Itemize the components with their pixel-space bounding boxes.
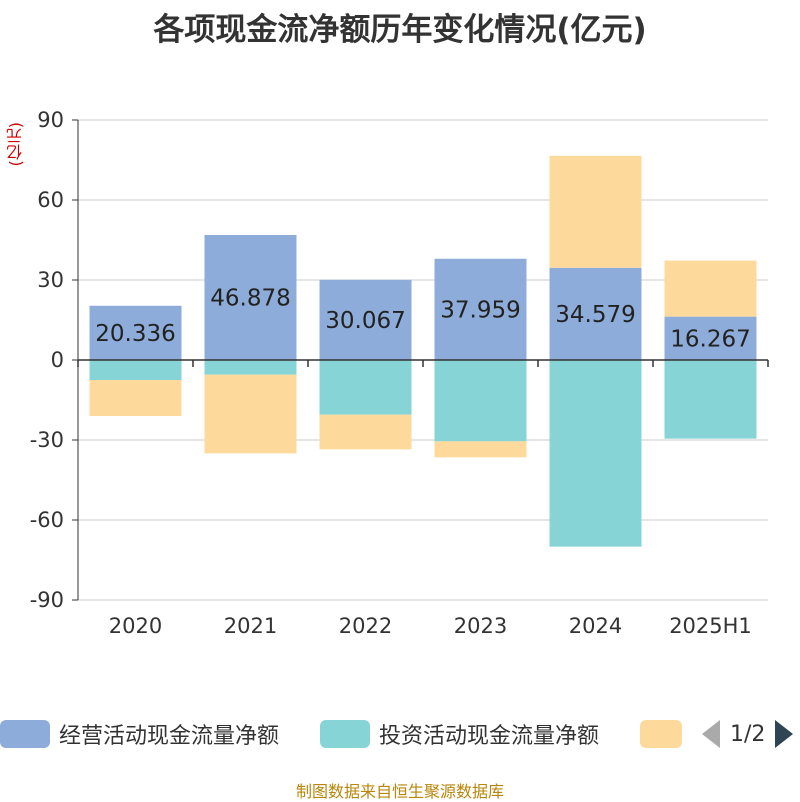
bar-2023-series-3[interactable] (434, 441, 527, 458)
legend-label-investing: 投资活动现金流量净额 (379, 724, 600, 749)
x-tick-label: 2022 (339, 614, 392, 638)
bar-2025H1-series-1[interactable] (664, 316, 757, 360)
bar-2022-series-1[interactable] (319, 279, 412, 360)
x-tick-label: 2025H1 (669, 614, 752, 638)
bar-2024-series-1[interactable] (549, 267, 642, 360)
legend-item-third-series[interactable] (640, 712, 682, 756)
data-label-2021: 46.878 (210, 285, 290, 311)
y-tick-label: 60 (37, 188, 64, 212)
legend-item-investing[interactable]: 投资活动现金流量净额 (320, 712, 599, 756)
bar-2020-series-2[interactable] (89, 360, 182, 380)
legend-prev-page-icon[interactable] (702, 720, 720, 748)
y-tick-label: -60 (30, 508, 64, 532)
data-label-2023: 37.959 (440, 297, 520, 323)
bar-2023-series-1[interactable] (434, 258, 527, 360)
legend-swatch-third-series (640, 720, 682, 748)
bar-2022-series-2[interactable] (319, 360, 412, 415)
y-tick-label: 30 (37, 268, 64, 292)
bar-2021-series-1[interactable] (204, 234, 297, 360)
x-tick-label: 2024 (569, 614, 622, 638)
bar-2021-series-3[interactable] (204, 374, 297, 454)
bar-2025H1-series-3[interactable] (664, 260, 757, 317)
bar-2020-series-1[interactable] (89, 305, 182, 360)
legend-item-operating[interactable]: 经营活动现金流量净额 (0, 712, 279, 756)
y-tick-label: 90 (37, 108, 64, 132)
chart-title: 各项现金流净额历年变化情况(亿元) (153, 12, 647, 48)
data-label-2020: 20.336 (95, 321, 175, 347)
data-label-2022: 30.067 (325, 308, 405, 334)
bar-2023-series-2[interactable] (434, 360, 527, 442)
y-tick-label: -90 (30, 588, 64, 612)
bar-2021-series-2[interactable] (204, 360, 297, 375)
bar-2024-series-3[interactable] (549, 155, 642, 268)
legend-page-indicator: 1/2 (730, 721, 766, 747)
y-tick-label: -30 (30, 428, 64, 452)
bar-2025H1-series-2[interactable] (664, 360, 757, 439)
data-label-2025H1: 16.267 (670, 326, 750, 352)
x-tick-label: 2021 (224, 614, 277, 638)
bar-2020-series-3[interactable] (89, 380, 182, 416)
legend-label-operating: 经营活动现金流量净额 (59, 724, 280, 749)
x-tick-label: 2020 (109, 614, 162, 638)
legend-next-page-icon[interactable] (775, 720, 794, 748)
x-tick-label: 2023 (454, 614, 507, 638)
y-tick-label: 0 (51, 348, 64, 372)
legend-pager: 1/2 (702, 712, 794, 756)
bar-2024-series-2[interactable] (549, 360, 642, 547)
data-source-note: 制图数据来自恒生聚源数据库 (295, 782, 504, 801)
legend-swatch-investing (320, 720, 370, 748)
chart-legend: 经营活动现金流量净额 投资活动现金流量净额 1/2 (0, 712, 800, 756)
data-label-2024: 34.579 (555, 302, 635, 328)
legend-swatch-operating (0, 720, 50, 748)
stacked-bar-chart: 90 60 30 0 -30 -60 -90 20.336 2020 46.878 2021 30.0… (30, 108, 769, 638)
bar-2022-series-3[interactable] (319, 414, 412, 450)
